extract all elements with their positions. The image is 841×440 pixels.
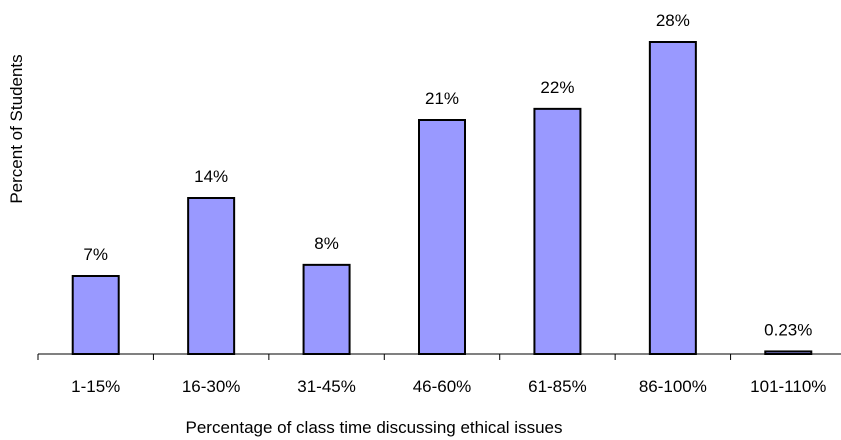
data-label: 7% xyxy=(83,245,108,264)
bar-1-15% xyxy=(71,275,120,355)
data-label: 28% xyxy=(656,11,690,30)
x-tick-label: 1-15% xyxy=(71,377,120,396)
bar-46-60% xyxy=(418,119,466,355)
x-axis-title: Percentage of class time discussing ethi… xyxy=(185,418,562,437)
data-label: 14% xyxy=(194,167,228,186)
bar-86-100% xyxy=(648,41,697,355)
x-tick-label: 46-60% xyxy=(413,377,472,396)
x-tick-label: 86-100% xyxy=(639,377,707,396)
bar-61-85% xyxy=(533,107,582,355)
x-tick-label: 16-30% xyxy=(182,377,241,396)
bar-16-30% xyxy=(187,197,236,355)
bars-layer xyxy=(71,41,813,356)
data-label: 22% xyxy=(540,78,574,97)
data-label: 0.23% xyxy=(764,320,812,339)
x-tick-label: 61-85% xyxy=(528,377,587,396)
x-tick-label: 31-45% xyxy=(297,377,356,396)
x-axis-ticks xyxy=(37,354,732,360)
y-axis-title: Percent of Students xyxy=(7,54,26,203)
bar-31-45% xyxy=(302,263,351,356)
data-label: 8% xyxy=(314,234,339,253)
x-tick-label: 101-110% xyxy=(750,377,826,396)
data-labels: 7% 14% 8% 21% 22% 28% 0.23% xyxy=(83,11,812,339)
data-label: 21% xyxy=(425,89,459,108)
x-axis-tick-labels: 1-15% 16-30% 31-45% 46-60% 61-85% 86-100% 101-… xyxy=(71,377,826,396)
